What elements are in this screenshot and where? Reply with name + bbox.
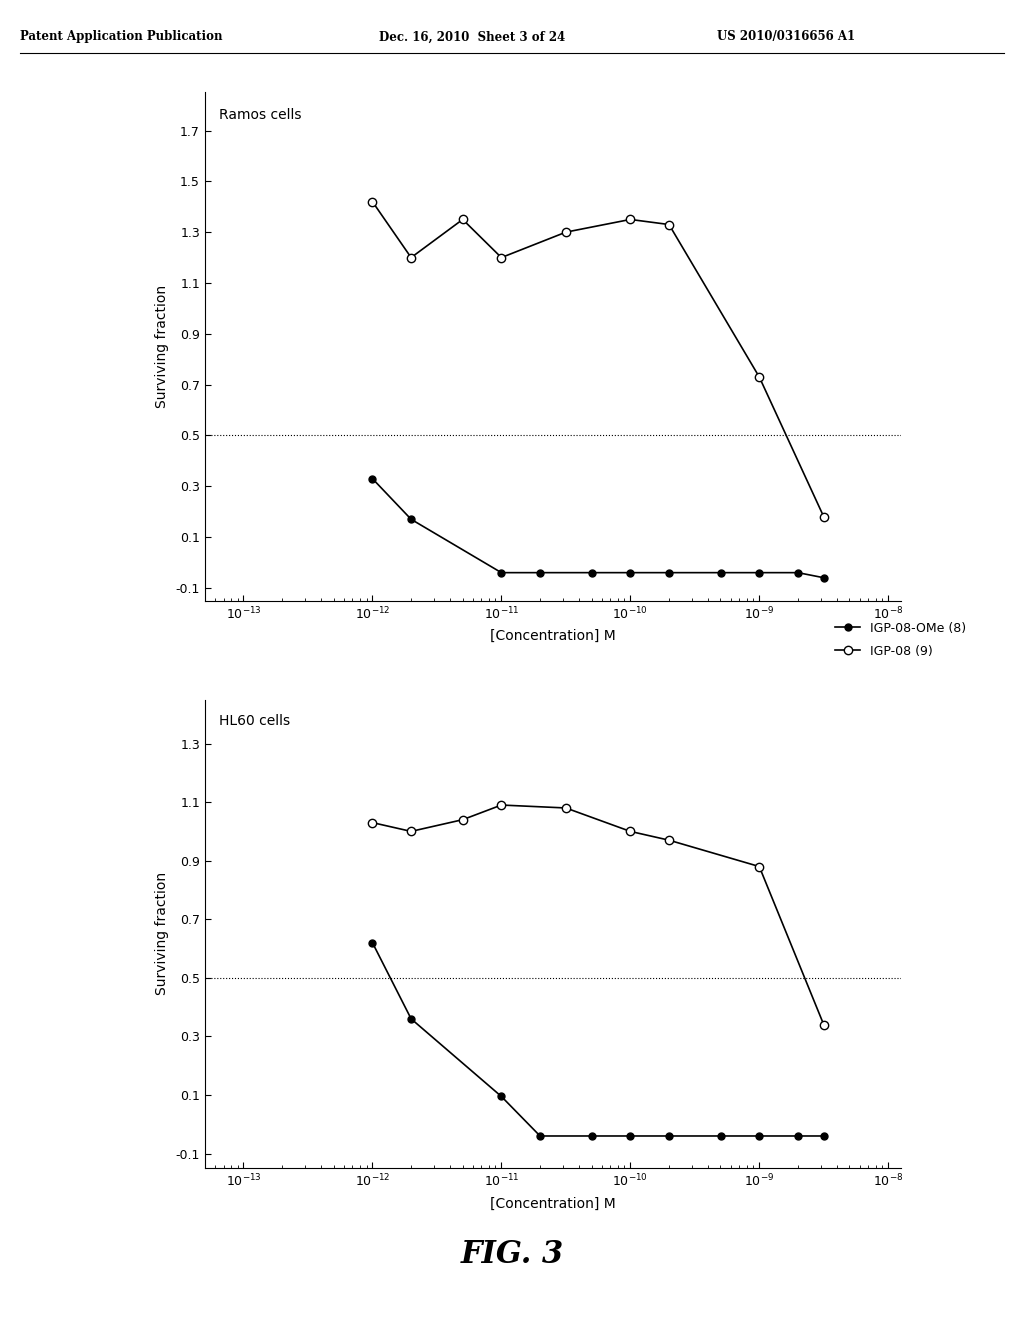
IGP-08 (9) <box>367 194 379 210</box>
IGP-08-OMe (8) <box>534 565 546 581</box>
IGP-08 (9) <box>817 1016 829 1032</box>
IGP-08 (9) <box>457 812 469 828</box>
Line: IGP-08 (9): IGP-08 (9) <box>369 801 828 1028</box>
IGP-08 (9) <box>404 824 417 840</box>
IGP-08-OMe (8) <box>586 1129 598 1144</box>
IGP-08-OMe (8) <box>753 565 765 581</box>
IGP-08 (9) <box>663 832 675 847</box>
Text: US 2010/0316656 A1: US 2010/0316656 A1 <box>717 30 855 44</box>
X-axis label: [Concentration] M: [Concentration] M <box>490 1197 615 1210</box>
IGP-08-OMe (8) <box>663 1129 675 1144</box>
Line: IGP-08-OMe (8): IGP-08-OMe (8) <box>369 475 827 581</box>
IGP-08 (9) <box>817 508 829 524</box>
IGP-08-OMe (8) <box>534 1129 546 1144</box>
IGP-08-OMe (8) <box>367 935 379 950</box>
IGP-08-OMe (8) <box>792 1129 804 1144</box>
IGP-08-OMe (8) <box>586 565 598 581</box>
IGP-08 (9) <box>404 249 417 265</box>
Line: IGP-08-OMe (8): IGP-08-OMe (8) <box>369 940 827 1139</box>
Line: IGP-08 (9): IGP-08 (9) <box>369 198 828 521</box>
IGP-08 (9) <box>625 211 637 227</box>
IGP-08 (9) <box>560 800 572 816</box>
Y-axis label: Surviving fraction: Surviving fraction <box>155 873 169 995</box>
Text: FIG. 3: FIG. 3 <box>461 1239 563 1270</box>
IGP-08-OMe (8) <box>792 565 804 581</box>
X-axis label: [Concentration] M: [Concentration] M <box>490 630 615 643</box>
IGP-08-OMe (8) <box>625 565 637 581</box>
Y-axis label: Surviving fraction: Surviving fraction <box>155 285 169 408</box>
IGP-08 (9) <box>753 370 765 385</box>
Text: Dec. 16, 2010  Sheet 3 of 24: Dec. 16, 2010 Sheet 3 of 24 <box>379 30 565 44</box>
IGP-08-OMe (8) <box>367 471 379 487</box>
IGP-08 (9) <box>753 858 765 874</box>
IGP-08-OMe (8) <box>715 565 727 581</box>
IGP-08-OMe (8) <box>817 1129 829 1144</box>
IGP-08 (9) <box>625 824 637 840</box>
IGP-08 (9) <box>663 216 675 232</box>
Text: HL60 cells: HL60 cells <box>219 714 290 727</box>
IGP-08 (9) <box>496 797 508 813</box>
IGP-08 (9) <box>560 224 572 240</box>
Text: Ramos cells: Ramos cells <box>219 108 301 121</box>
IGP-08-OMe (8) <box>625 1129 637 1144</box>
IGP-08 (9) <box>367 814 379 830</box>
IGP-08-OMe (8) <box>715 1129 727 1144</box>
Legend: IGP-08-OMe (8), IGP-08 (9): IGP-08-OMe (8), IGP-08 (9) <box>836 622 967 659</box>
IGP-08-OMe (8) <box>753 1129 765 1144</box>
IGP-08 (9) <box>457 211 469 227</box>
IGP-08-OMe (8) <box>663 565 675 581</box>
IGP-08-OMe (8) <box>817 570 829 586</box>
Text: Patent Application Publication: Patent Application Publication <box>20 30 223 44</box>
IGP-08-OMe (8) <box>496 1089 508 1105</box>
IGP-08-OMe (8) <box>404 511 417 527</box>
IGP-08-OMe (8) <box>496 565 508 581</box>
IGP-08 (9) <box>496 249 508 265</box>
IGP-08-OMe (8) <box>404 1011 417 1027</box>
